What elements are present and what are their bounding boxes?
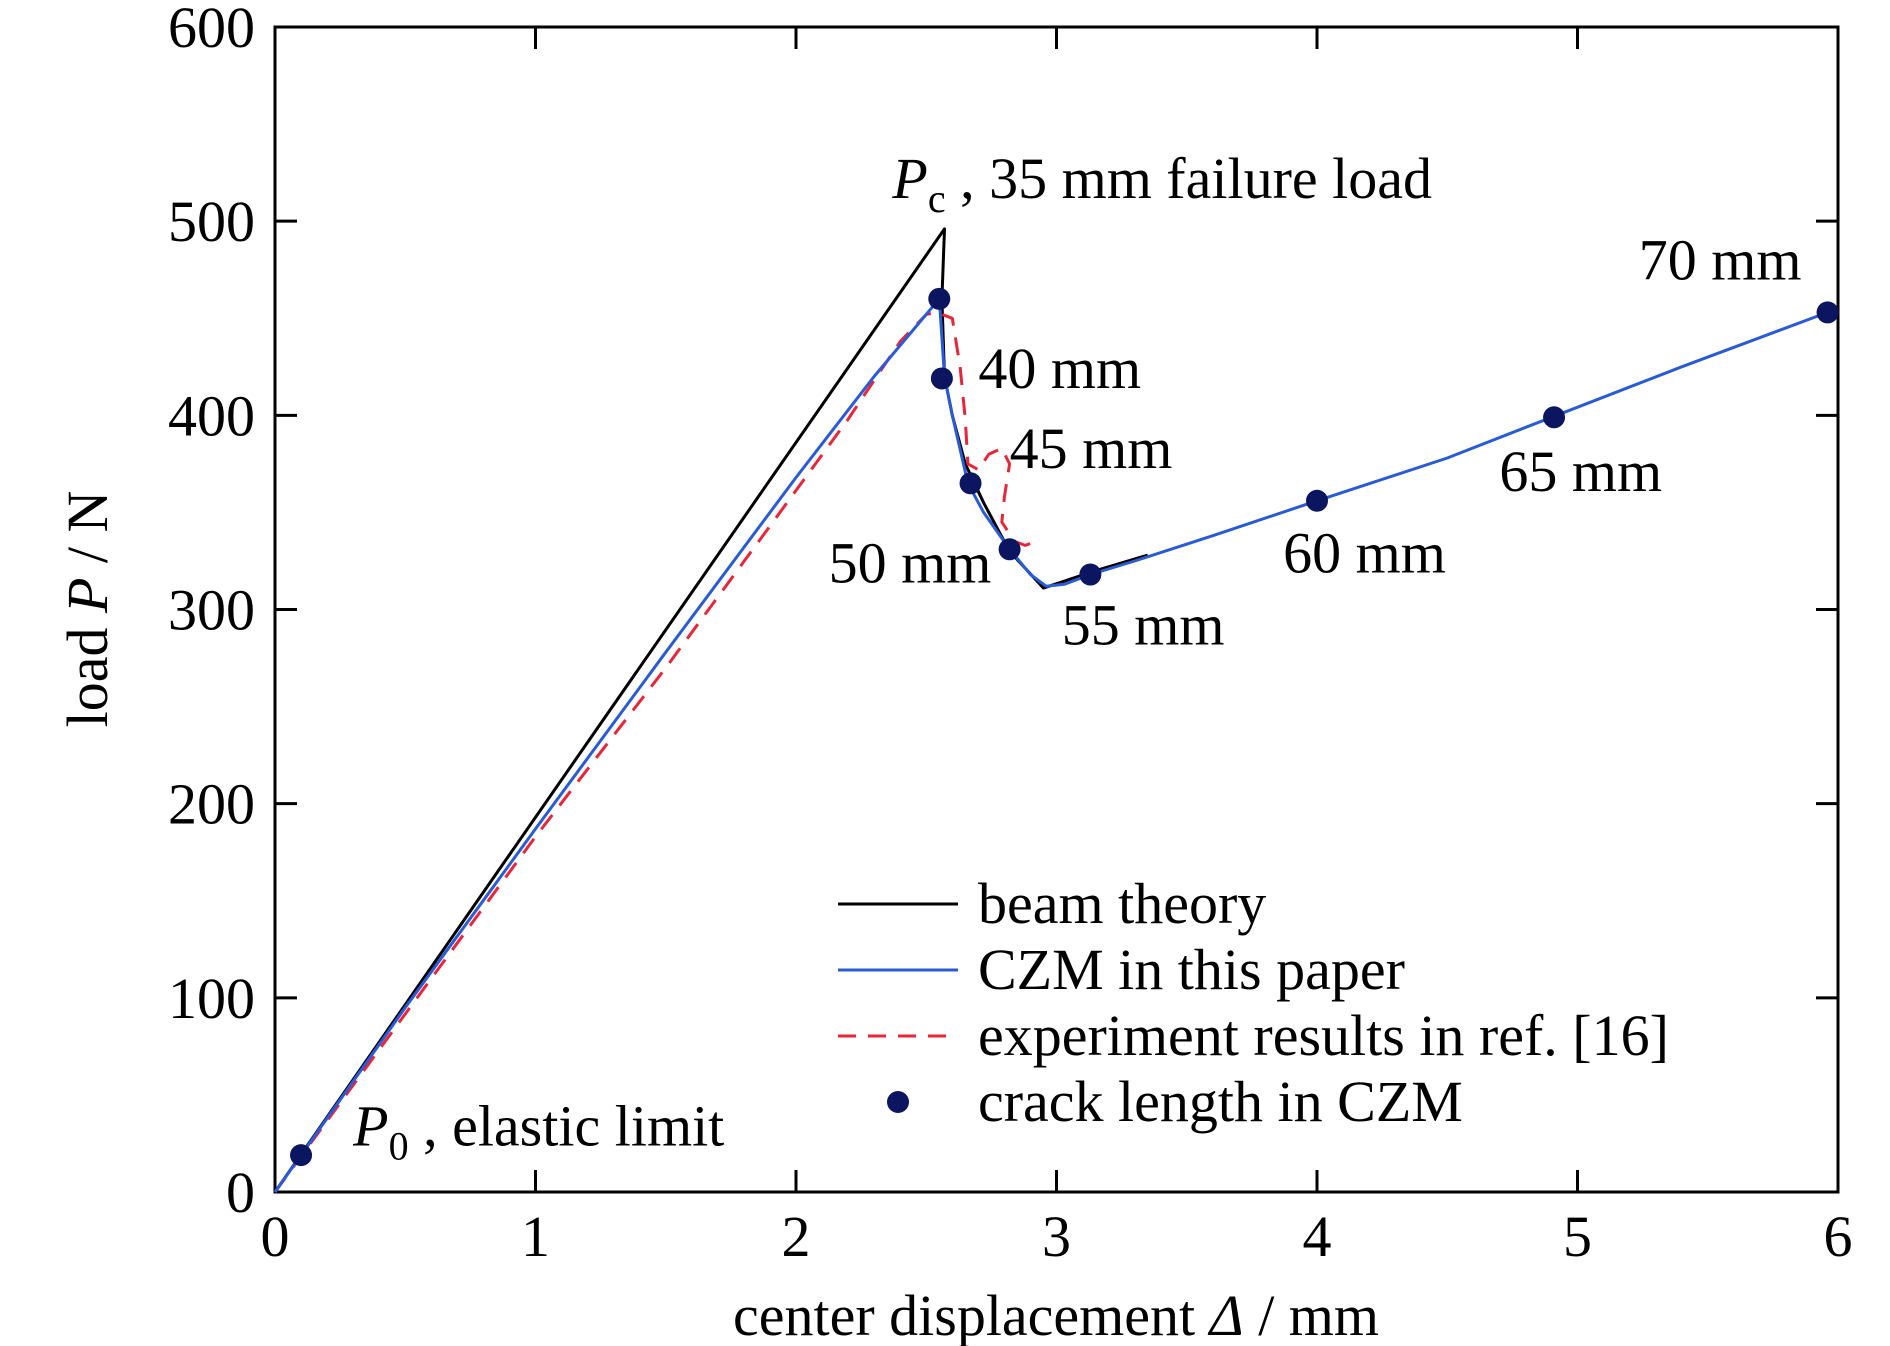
annotation-label: 55 mm [1062,592,1225,657]
series-line-0 [273,227,1149,1193]
annotation-label: P0 , elastic limit [352,1093,724,1168]
annotations: P0 , elastic limit Pc , 35 mm failure loa… [352,146,1801,1169]
y-tick-label: 600 [168,0,255,60]
x-axis-label: center displacement Δ / mm [733,1283,1379,1346]
legend-label-experiment: experiment results in ref. [16] [978,1003,1669,1068]
annotation-label: 65 mm [1499,439,1662,504]
y-tick-label: 200 [168,772,255,837]
legend-item-czm: CZM in this paper [838,937,1405,1002]
y-tick-label: 100 [168,966,255,1031]
crack-length-marker [290,1144,313,1167]
x-tick-label: 1 [521,1204,550,1269]
crack-length-marker [1079,563,1102,586]
series-line-2 [273,310,1042,1193]
crack-length-marker [959,472,982,495]
legend-label-czm: CZM in this paper [978,937,1405,1002]
crack-length-marker [998,538,1021,561]
annotation-label: 60 mm [1283,521,1446,586]
legend-label-crack-length: crack length in CZM [978,1069,1463,1134]
y-tick-label: 500 [168,189,255,254]
legend-item-experiment: experiment results in ref. [16] [838,1003,1669,1068]
crack-length-marker [1816,301,1839,324]
annotation-label: 45 mm [1010,416,1173,481]
x-tick-label: 6 [1824,1204,1853,1269]
x-tick-label: 5 [1563,1204,1592,1269]
crack-length-markers [290,287,1839,1167]
x-tick-label: 0 [261,1204,290,1269]
legend-swatch-crack-length [887,1091,909,1113]
crack-length-marker [1306,489,1328,512]
legend: beam theory CZM in this paper experiment… [838,871,1669,1134]
annotation-label: 50 mm [829,530,992,595]
plot-area [273,25,1840,1194]
annotation-label: 40 mm [978,336,1141,401]
x-tick-label: 4 [1303,1204,1332,1269]
x-tick-label: 2 [782,1204,811,1269]
annotation-label: Pc , 35 mm failure load [891,146,1432,221]
y-tick-label: 0 [226,1160,255,1225]
crack-length-marker [930,367,953,390]
y-axis-label: load P / N [55,491,120,728]
annotation-label: 70 mm [1639,227,1802,292]
legend-item-beam-theory: beam theory [838,871,1266,936]
legend-label-beam-theory: beam theory [978,871,1266,936]
axis-ticks [273,25,1840,1194]
y-tick-label: 300 [168,578,255,643]
y-tick-label: 400 [168,383,255,448]
x-tick-label: 3 [1042,1204,1071,1269]
crack-length-marker [1543,406,1566,429]
axis-tick-labels: 0 1 2 3 4 5 6 0 100 200 300 400 500 600 [168,0,1853,1269]
legend-item-crack-length: crack length in CZM [887,1069,1463,1134]
crack-length-marker [928,287,951,310]
